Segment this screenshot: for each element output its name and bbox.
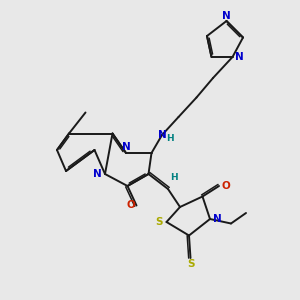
Text: N: N xyxy=(235,52,244,62)
Text: N: N xyxy=(122,142,130,152)
Text: S: S xyxy=(187,259,194,269)
Text: H: H xyxy=(167,134,174,143)
Text: O: O xyxy=(126,200,135,211)
Text: N: N xyxy=(222,11,231,21)
Text: O: O xyxy=(221,181,230,191)
Text: N: N xyxy=(213,214,222,224)
Text: N: N xyxy=(93,169,102,179)
Text: S: S xyxy=(155,217,163,227)
Text: N: N xyxy=(158,130,166,140)
Text: H: H xyxy=(170,172,178,182)
